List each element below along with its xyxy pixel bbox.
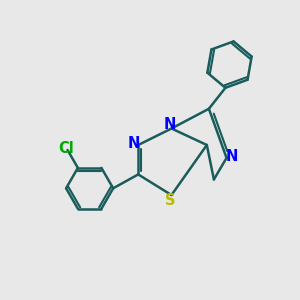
Text: N: N (164, 117, 176, 132)
Text: S: S (165, 193, 175, 208)
Text: N: N (226, 149, 238, 164)
Text: N: N (128, 136, 140, 151)
Text: Cl: Cl (58, 141, 74, 156)
